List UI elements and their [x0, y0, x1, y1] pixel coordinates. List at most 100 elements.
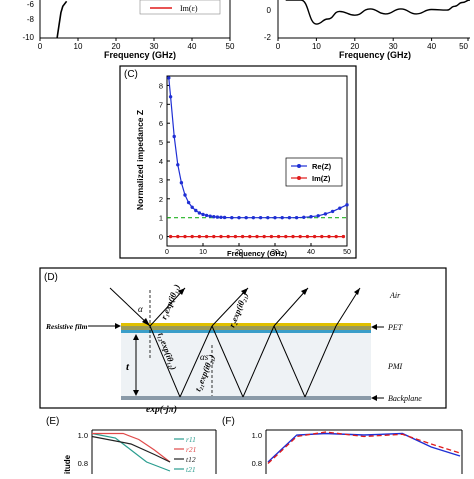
panel-c-re-point [208, 214, 212, 218]
reflected-ray-1 [149, 287, 186, 327]
internal-ray-up-3 [304, 325, 337, 398]
panel-c-im-point [276, 234, 281, 239]
panel-a-xtick-label: 40 [188, 42, 197, 51]
resistive-film-arrowhead [115, 323, 121, 329]
panel-c-re-point [316, 214, 320, 218]
panel-c-re-point [172, 134, 176, 139]
panel-c-re-point [338, 206, 342, 210]
thickness-arrow-top [133, 334, 139, 340]
panel-c-re-point [176, 163, 180, 167]
panel-c: (C) 0 1 2 3 4 5 6 7 8 0 10 20 30 40 50 Normalized imp… [119, 65, 357, 259]
panel-c-ytick-label: 8 [159, 81, 163, 90]
panel-c-re-point [183, 193, 187, 197]
thickness-arrow-bottom [133, 390, 139, 396]
panel-c-re-point [323, 212, 328, 216]
reflected-arrowhead-3 [301, 288, 308, 295]
pet-label: PET [387, 323, 403, 332]
internal-ray-down-3 [273, 325, 306, 398]
panel-a-xtick-label: 50 [226, 42, 235, 51]
incident-ray [109, 287, 151, 327]
panel-a-xtick-label: 0 [38, 42, 43, 51]
panel-c-ytick-label: 6 [159, 119, 163, 128]
panel-c-legend-im-marker [297, 176, 301, 180]
panel-c-legend-re-marker [297, 164, 301, 168]
panel-c-im-point [327, 234, 331, 239]
panel-c-im-point [320, 234, 324, 239]
panel-c-re-point [258, 215, 263, 220]
panel-c-re-point [222, 215, 227, 220]
panel-e-legend-label: r11 [186, 435, 196, 444]
air-label: Air [389, 291, 401, 300]
panel-c-im-point [305, 234, 310, 239]
panel-c-re-point [201, 212, 205, 217]
panel-f-ytick: 1.0 [252, 431, 262, 440]
panel-c-xtick-label: 10 [199, 249, 207, 256]
panel-b: 0 -2 0 10 20 30 40 50 Frequency (GHz) [264, 0, 471, 60]
panel-c-xtick-label: 20 [235, 249, 243, 256]
panel-c-im-point [219, 234, 223, 239]
panel-b-xtick-label: 30 [389, 42, 398, 51]
panel-a: -6 -8 -10 0 10 20 30 40 50 Frequency (GHz) Im… [22, 0, 235, 60]
panel-c-ytick-label: 5 [159, 138, 163, 147]
panel-c-im-point [248, 234, 252, 239]
panel-e-ytick: 0.8 [78, 459, 88, 468]
panel-c-ytick-label: 1 [159, 214, 163, 223]
panel-c-re-point [345, 203, 349, 207]
panel-a-ytick: -6 [27, 0, 35, 9]
panel-e-tag: (E) [46, 416, 59, 427]
backplane-arrowhead [371, 395, 377, 401]
panel-f-ytick: 0.8 [252, 459, 262, 468]
panel-c-re-point [219, 215, 223, 219]
pmi-top-layer [121, 330, 371, 333]
reflected-arrowhead-1 [178, 288, 185, 295]
resistive-film-layer [121, 323, 371, 326]
panel-a-legend-label: Im(ε) [180, 4, 198, 13]
panel-c-im-point [255, 234, 259, 239]
panel-f-series-line [267, 432, 461, 463]
pmi-layer [121, 333, 371, 396]
panel-c-re-point [186, 200, 191, 205]
panel-c-re-point [287, 215, 292, 220]
backplane-label: Backplane [388, 394, 422, 403]
panel-c-ylabel: Normalized impedance Z [135, 110, 145, 210]
panel-c-im-point [212, 234, 216, 239]
ray-paths [109, 287, 361, 398]
panel-c-re-point [190, 205, 194, 209]
panel-c-ytick-label: 7 [159, 100, 163, 109]
panel-d: (D) Resistive film Air PET PMI Backplane… [39, 267, 447, 415]
panel-c-legend-box [285, 157, 343, 187]
panel-c-re-point [280, 215, 284, 220]
panel-c-im-point [168, 234, 173, 239]
panel-e-legend-label: r21 [186, 445, 196, 454]
panel-c-ytick-label: 3 [159, 176, 163, 185]
internal-ray-up-2 [242, 325, 275, 398]
panel-c-im-point [190, 234, 194, 239]
pmi-label: PMI [387, 362, 403, 371]
panel-c-im-point [298, 234, 302, 239]
panel-c-im-point [269, 234, 274, 239]
panel-c-re-point [330, 209, 335, 214]
panel-e-ylabel: itude [63, 454, 72, 474]
panel-b-xtick-label: 20 [350, 42, 359, 51]
panel-f: (F) 1.0 0.8 [222, 416, 463, 474]
panel-e-ytick: 1.0 [78, 431, 88, 440]
panel-f-series-line [267, 431, 461, 464]
panel-c-im-point [176, 234, 180, 239]
panel-a-xtick-label: 20 [112, 42, 121, 51]
panel-a-xtick-label: 10 [74, 42, 83, 51]
panel-c-re-point [204, 213, 209, 218]
panel-c-im-point [183, 234, 187, 239]
ray-arrowheads [142, 288, 360, 326]
panel-c-re-point [230, 215, 234, 220]
panel-c-re-point [302, 215, 306, 219]
panel-c-xtick-label: 0 [165, 249, 169, 256]
panel-c-ytick-label: 2 [159, 195, 163, 204]
thickness-label: t [126, 361, 130, 373]
reflected-arrowhead-4 [354, 288, 360, 295]
panel-c-im-point [204, 234, 209, 239]
alpha-label: α [138, 304, 143, 314]
panel-c-im-point [312, 234, 317, 239]
panel-b-xtick-label: 50 [459, 42, 468, 51]
panel-c-re-line [168, 77, 348, 219]
